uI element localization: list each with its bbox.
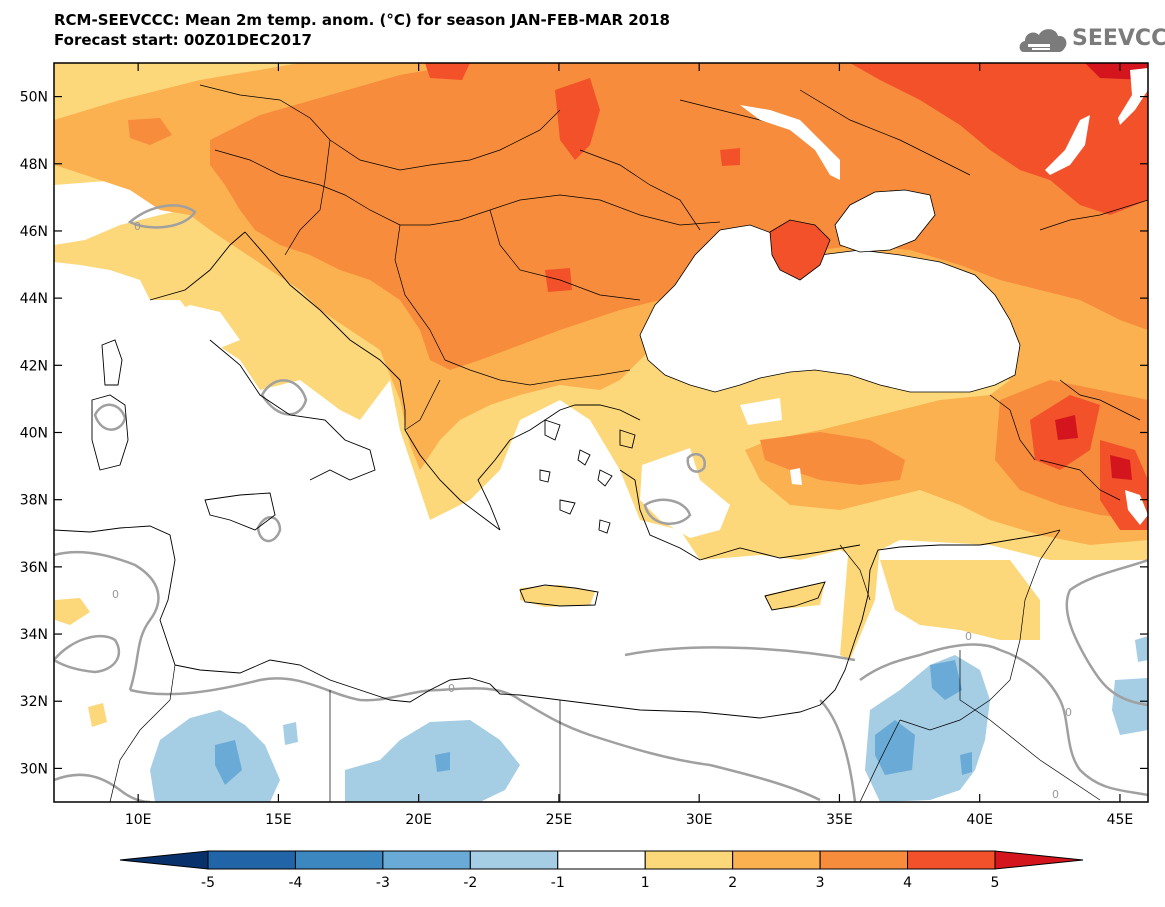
svg-text:0: 0	[1065, 706, 1072, 719]
colorbar-swatch	[907, 850, 996, 870]
lat-tick-label: 48N	[20, 157, 48, 173]
colorbar-label: -1	[551, 875, 565, 891]
lon-tick-label: 20E	[405, 812, 432, 828]
colorbar-label: -3	[376, 875, 390, 891]
svg-text:0: 0	[448, 682, 455, 695]
colorbar-extend-low	[119, 850, 209, 870]
lat-tick-label: 32N	[20, 694, 48, 710]
colorbar-label: 1	[641, 875, 650, 891]
colorbar-swatch	[557, 850, 646, 870]
lon-tick-label: 45E	[1107, 812, 1134, 828]
svg-text:0: 0	[134, 220, 141, 233]
country-borders	[109, 84, 1148, 802]
svg-text:0: 0	[965, 630, 972, 643]
longitude-axis: 10E 15E 20E 25E 30E 35E 40E 45E	[125, 63, 1133, 828]
colorbar-label: -2	[463, 875, 477, 891]
svg-text:0: 0	[112, 588, 119, 601]
zero-contours	[54, 204, 1148, 802]
lat-tick-label: 30N	[20, 761, 48, 777]
logo-text: SEEVCCC	[1072, 26, 1165, 51]
seevccc-logo: SEEVCCC	[1016, 22, 1165, 58]
lat-tick-label: 34N	[20, 627, 48, 643]
lon-tick-label: 25E	[546, 812, 573, 828]
anomaly-field: 0 0 0 0 0 0	[54, 63, 1148, 802]
lat-tick-label: 50N	[20, 90, 48, 106]
coastlines	[54, 231, 1061, 719]
colorbar-label: -5	[201, 875, 215, 891]
colorbar-label: -4	[288, 875, 302, 891]
colorbar-swatch	[207, 850, 296, 870]
cloud-icon	[1019, 29, 1067, 52]
colorbar-label: 4	[903, 875, 912, 891]
colorbar-swatch	[382, 850, 471, 870]
lat-tick-label: 36N	[20, 560, 48, 576]
anomaly-band-3-4	[210, 63, 1148, 370]
colorbar-label: 5	[991, 875, 1000, 891]
lon-tick-label: 40E	[966, 812, 993, 828]
colorbar-swatch	[294, 850, 384, 870]
lat-tick-label: 46N	[20, 224, 48, 240]
lat-tick-label: 38N	[20, 493, 48, 509]
colorbar-extend-high	[994, 850, 1084, 870]
colorbar-swatch	[819, 850, 909, 870]
colorbar-swatch	[732, 850, 821, 870]
lat-tick-label: 40N	[20, 426, 48, 442]
latitude-axis: 50N 48N 46N 44N 42N 40N 38N 36N 34N 32N 30N	[20, 90, 1148, 777]
colorbar-swatch	[644, 850, 734, 870]
title-block: RCM-SEEVCCC: Mean 2m temp. anom. (°C) fo…	[54, 10, 670, 50]
map-title: RCM-SEEVCCC: Mean 2m temp. anom. (°C) fo…	[54, 11, 670, 29]
map-subtitle: Forecast start: 00Z01DEC2017	[54, 31, 312, 49]
lon-tick-label: 10E	[125, 812, 152, 828]
svg-text:0: 0	[1052, 788, 1059, 801]
zero-contour-labels: 0 0 0 0 0 0	[112, 220, 1072, 801]
lon-tick-label: 15E	[265, 812, 292, 828]
colorbar-label: 2	[728, 875, 737, 891]
lat-tick-label: 42N	[20, 358, 48, 374]
lat-tick-label: 44N	[20, 291, 48, 307]
colorbar-label: 3	[816, 875, 825, 891]
colorbar-swatch	[469, 850, 559, 870]
lon-tick-label: 35E	[826, 812, 853, 828]
colorbar: -5 -4 -3 -2 -1 1 2 3 4 5	[119, 850, 1084, 891]
lon-tick-label: 30E	[686, 812, 713, 828]
anomaly-band-4-5	[850, 63, 1148, 215]
